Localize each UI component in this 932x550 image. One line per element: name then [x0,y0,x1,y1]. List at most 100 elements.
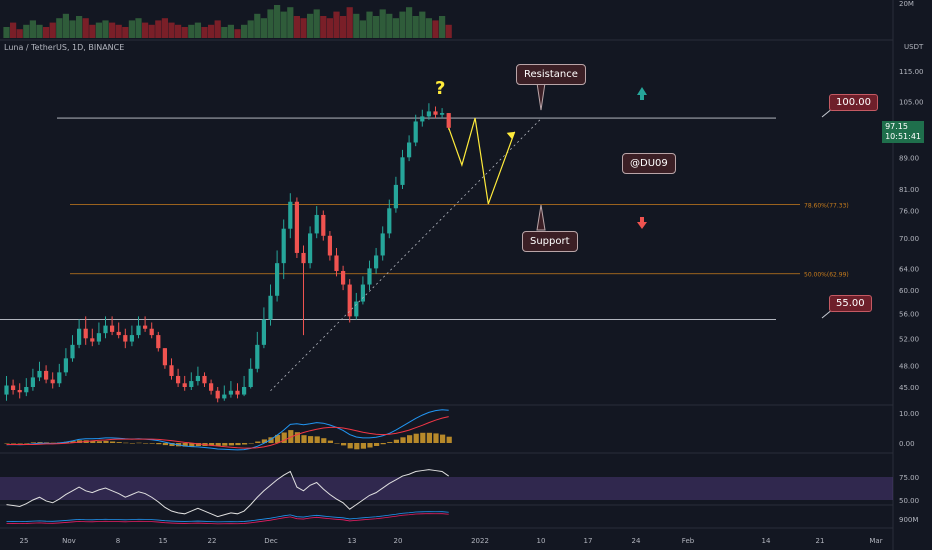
support-callout[interactable]: Support [522,231,578,252]
candle-body [426,111,431,117]
candle-body [110,325,115,332]
candle-body [367,268,372,285]
candle-body [393,184,398,209]
candle-body [433,111,438,115]
price-tick-label: 64.00 [899,265,919,273]
time-tick-label: Nov [62,537,76,545]
candle-body [347,284,352,317]
price-tick-label: 45.00 [899,384,919,392]
last-price-value: 97.15 [885,122,908,131]
candle-body [103,325,108,334]
candle-body [281,228,286,264]
macd-histogram-bar [123,442,129,444]
candle-body [275,263,280,296]
candle-body [11,385,16,391]
volume-bar [62,13,69,39]
volume-bar [142,22,149,38]
candle-body [169,365,174,376]
macd-histogram-bar [334,443,340,444]
volume-bar [201,27,208,38]
candle-body [156,335,161,349]
candle-body [374,255,379,269]
macd-histogram-bar [149,443,155,444]
candle-body [321,214,326,236]
price-tick-label: 76.00 [899,207,919,215]
candle-body [268,295,273,320]
volume-bar [333,11,340,39]
macd-histogram-bar [440,434,446,443]
macd-histogram-bar [301,435,307,443]
candle-body [189,381,194,387]
rsi-pane [0,469,893,525]
volume-bar [307,13,314,39]
macd-histogram-bar [321,438,327,443]
candle-body [143,325,148,329]
candle-body [70,344,75,359]
time-tick-label: 14 [762,537,771,545]
macd-histogram-bar [96,441,102,443]
candle-body [96,333,101,342]
volume-bar [89,24,96,38]
volume-bar [293,16,300,38]
volume-bar [148,24,155,38]
volume-bar [320,16,327,38]
macd-histogram-bar [268,437,274,443]
volume-bar [221,27,228,38]
macd-histogram-bar [169,443,175,446]
volume-bar [23,24,30,38]
candle-body [407,142,412,158]
volume-bar [175,24,182,38]
macd-histogram-bar [294,432,300,443]
volume-bar [439,16,446,38]
price-axis[interactable]: USDT 20M 115.00 105.00 89.00 81.00 76.00 70.00 6… [899,0,924,524]
macd-tick-label: 10.00 [899,410,919,418]
question-annotation[interactable]: ? [435,78,446,99]
macd-histogram-bar [420,432,426,443]
volume-bar [56,18,63,38]
macd-histogram-bar [24,443,30,444]
candle-body [209,383,214,391]
candle-body [215,390,220,399]
lower-pane-tick-label: 900M [899,516,918,524]
macd-histogram-bar [17,443,23,444]
candles[interactable] [4,103,451,403]
author-label[interactable]: @DU09 [622,153,676,174]
macd-histogram-bar [222,443,228,446]
macd-pane [4,409,452,451]
volume-bar [227,24,234,38]
macd-histogram-bar [288,430,294,443]
volume-bar [274,5,281,38]
time-tick-label: 20 [394,537,403,545]
level-low-callout[interactable]: 55.00 [829,295,872,312]
volume-bar [82,18,89,38]
down-arrow-icon [640,217,644,222]
volume-bar [340,16,347,38]
drawings[interactable] [270,82,648,392]
volume-bar [102,20,109,38]
time-tick-label: 2022 [471,537,489,545]
volume-bar [359,20,366,38]
resistance-callout[interactable]: Resistance [516,64,586,85]
candle-body [380,233,385,256]
macd-histogram-bar [413,433,419,443]
rsi-tick-label: 75.00 [899,474,919,482]
price-tick-label: 48.00 [899,362,919,370]
macd-histogram-bar [360,443,366,449]
volume-bar [43,27,50,38]
macd-histogram-bar [103,440,109,443]
time-tick-label: 24 [632,537,641,545]
volume-bar [155,20,162,38]
candle-body [228,390,233,395]
time-axis[interactable]: 25 Nov 8 15 22 Dec 13 20 2022 10 17 24 Feb 14 21 Mar [20,537,883,545]
macd-histogram-bar [136,442,142,444]
lower-pane-line [6,513,449,525]
macd-histogram-bar [162,443,168,446]
macd-histogram-bar [341,443,347,446]
macd-histogram-bar [380,443,386,445]
candle-body [63,358,68,373]
volume-bar [241,24,248,38]
macd-histogram-bar [228,443,234,446]
macd-histogram-bar [446,436,452,443]
level-high-callout[interactable]: 100.00 [829,94,878,111]
